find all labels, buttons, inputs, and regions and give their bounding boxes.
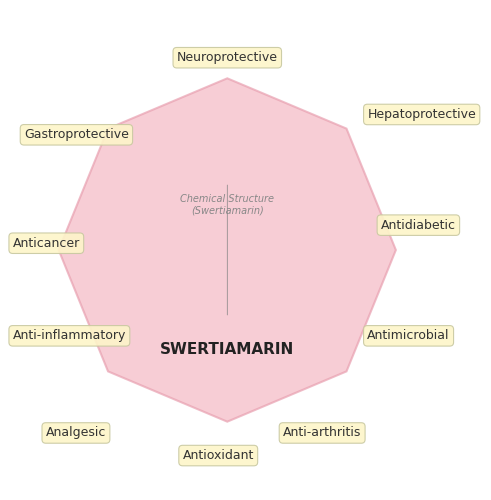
- Text: Analgesic: Analgesic: [46, 426, 106, 440]
- Text: Gastroprotective: Gastroprotective: [24, 128, 129, 141]
- Text: Chemical Structure
(Swertiamarin): Chemical Structure (Swertiamarin): [180, 194, 274, 216]
- Text: SWERTIAMARIN: SWERTIAMARIN: [160, 342, 295, 357]
- Text: Antidiabetic: Antidiabetic: [381, 218, 456, 232]
- Text: Neuroprotective: Neuroprotective: [177, 51, 278, 64]
- Text: Antimicrobial: Antimicrobial: [367, 330, 450, 342]
- Polygon shape: [59, 78, 396, 422]
- Text: Anti-inflammatory: Anti-inflammatory: [13, 330, 126, 342]
- Text: Antioxidant: Antioxidant: [183, 449, 254, 462]
- Text: Hepatoprotective: Hepatoprotective: [367, 108, 476, 121]
- Text: Anti-arthritis: Anti-arthritis: [283, 426, 361, 440]
- Text: Anticancer: Anticancer: [13, 236, 80, 250]
